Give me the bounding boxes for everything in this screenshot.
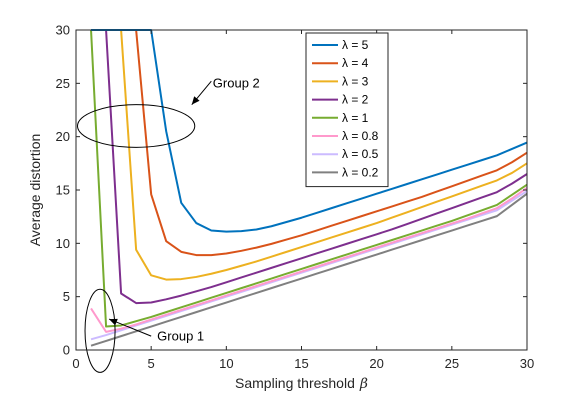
y-tick-label: 30 (56, 23, 70, 38)
legend-label: λ = 0.8 (342, 129, 379, 143)
legend-label: λ = 1 (342, 111, 369, 125)
annotation-label: Group 2 (213, 76, 260, 91)
annotation-ellipse (84, 288, 116, 373)
series-line (91, 29, 528, 233)
x-tick-label: 25 (445, 356, 459, 371)
y-tick-label: 5 (63, 289, 70, 304)
annotation-ellipse (77, 104, 196, 148)
y-tick-label: 15 (56, 183, 70, 198)
legend-label: λ = 0.5 (342, 147, 379, 161)
y-tick-label: 25 (56, 76, 70, 91)
series-line (90, 29, 528, 328)
axis-ticks: 0 5 10 15 20 25 30 0 5 10 15 20 25 30 (56, 23, 535, 372)
series-line (91, 29, 528, 305)
legend: λ = 5 λ = 4 λ = 3 λ = 2 λ = 1 λ = 0.8 λ = 0.5 λ… (305, 32, 389, 188)
annotation-label: Group 1 (157, 328, 204, 343)
legend-label: λ = 0.2 (342, 165, 379, 179)
x-tick-label: 0 (72, 356, 79, 371)
y-tick-label: 0 (63, 343, 70, 358)
y-axis-label: Average distortion (27, 134, 43, 247)
x-tick-label: 20 (369, 356, 383, 371)
x-tick-label: 10 (219, 356, 233, 371)
plot-area (90, 29, 528, 347)
legend-label: λ = 5 (342, 38, 369, 52)
legend-label: λ = 4 (342, 56, 369, 70)
annotation-arrowhead (109, 318, 118, 326)
legend-label: λ = 3 (342, 74, 369, 88)
series-line (91, 29, 528, 281)
annotation-arrowhead (191, 96, 200, 105)
annotations: Group 2 Group 1 (77, 76, 260, 373)
x-tick-label: 5 (148, 356, 155, 371)
y-tick-label: 20 (56, 129, 70, 144)
x-axis-label-text: Sampling threshold (235, 375, 355, 391)
x-tick-label: 15 (294, 356, 308, 371)
legend-box (305, 32, 389, 188)
x-axis-label-symbol: β (359, 376, 368, 392)
series-line (90, 190, 528, 341)
legend-label: λ = 2 (342, 93, 369, 107)
x-axis-label: Sampling threshold β (235, 375, 368, 392)
series-line (91, 29, 528, 257)
series-line (90, 187, 528, 333)
series-line (90, 192, 528, 347)
x-tick-label: 30 (520, 356, 534, 371)
y-tick-label: 10 (56, 236, 70, 251)
